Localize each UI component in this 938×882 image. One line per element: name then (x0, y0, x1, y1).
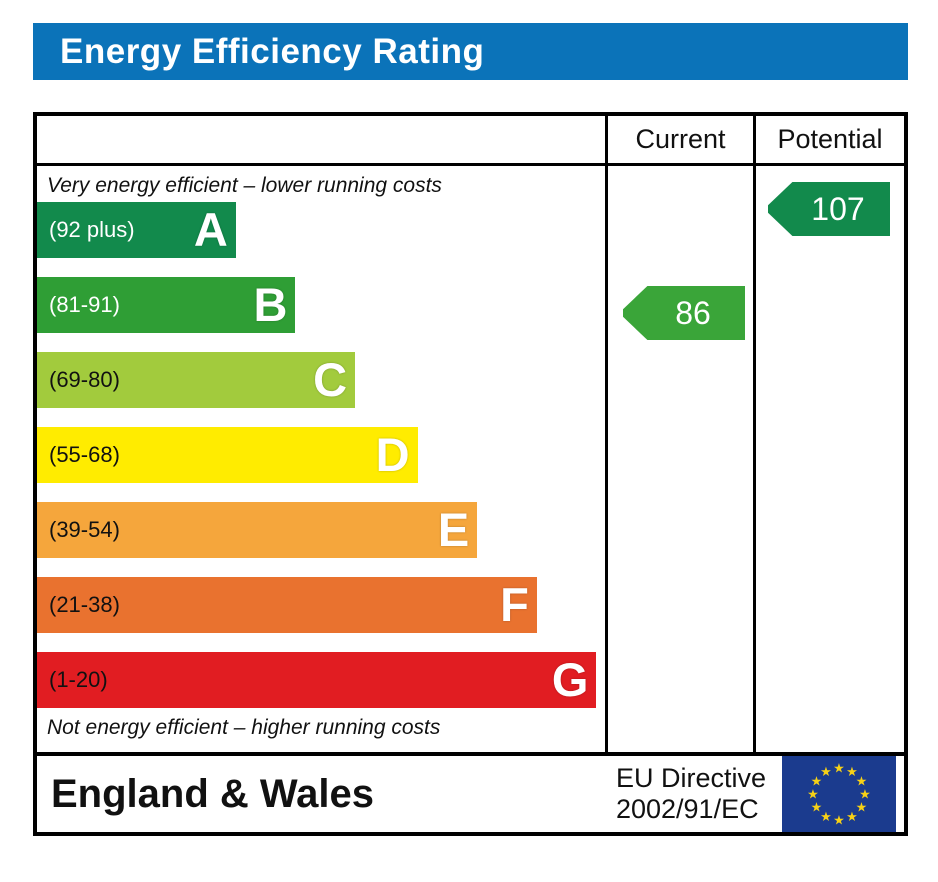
band-bar-c: (69-80) C (37, 352, 356, 408)
band-letter: F (500, 578, 529, 631)
top-note: Very energy efficient – lower running co… (47, 174, 442, 197)
rating-table: Current Potential Very energy efficient … (33, 112, 908, 756)
svg-text:★: ★ (856, 774, 868, 789)
band-letter: A (193, 203, 228, 256)
current-rating-arrow: 86 (623, 286, 745, 340)
band-letter: C (313, 353, 348, 406)
band-row-d: (55-68) D (37, 427, 605, 483)
band-range-label: (55-68) (49, 442, 120, 467)
bottom-note: Not energy efficient – higher running co… (47, 716, 441, 739)
band-bar-b: (81-91) B (37, 277, 296, 333)
band-row-b: (81-91) B (37, 277, 605, 333)
svg-text:★: ★ (846, 809, 858, 824)
header-spacer (37, 116, 605, 163)
svg-text:★: ★ (820, 809, 832, 824)
band-bar-d: (55-68) D (37, 427, 418, 483)
current-rating-value: 86 (675, 294, 711, 331)
potential-column: 107 (753, 166, 904, 752)
table-header-row: Current Potential (37, 116, 904, 166)
region-label: England & Wales (51, 771, 375, 816)
potential-column-header: Potential (753, 116, 904, 163)
band-range-label: (92 plus) (49, 217, 135, 242)
table-body: Very energy efficient – lower running co… (37, 166, 904, 752)
band-bar-a: (92 plus) A (37, 202, 236, 258)
band-range-label: (39-54) (49, 517, 120, 542)
potential-rating-value: 107 (811, 190, 865, 227)
current-column: 86 (605, 166, 753, 752)
band-row-e: (39-54) E (37, 502, 605, 558)
title-bar: Energy Efficiency Rating (33, 23, 908, 80)
page-title: Energy Efficiency Rating (60, 31, 485, 71)
band-range-label: (1-20) (49, 667, 108, 692)
eu-flag-icon: ★ ★★★★★★★★★★★ (782, 756, 896, 832)
band-bar-f: (21-38) F (37, 577, 537, 633)
band-range-label: (21-38) (49, 592, 120, 617)
eu-directive-line2: 2002/91/EC (615, 794, 759, 824)
band-row-a: (92 plus) A (37, 202, 605, 258)
bands-column: Very energy efficient – lower running co… (37, 166, 605, 752)
footer: England & Wales EU Directive 2002/91/EC … (33, 752, 908, 836)
band-row-c: (69-80) C (37, 352, 605, 408)
svg-text:★: ★ (856, 800, 868, 815)
band-range-label: (69-80) (49, 367, 120, 392)
svg-text:★: ★ (859, 787, 871, 802)
svg-text:★: ★ (811, 800, 823, 815)
svg-text:★: ★ (833, 761, 845, 776)
svg-text:★: ★ (846, 764, 858, 779)
eu-directive-line1: EU Directive (615, 762, 766, 793)
band-row-g: (1-20) G (37, 652, 605, 708)
svg-text:★: ★ (807, 787, 819, 802)
band-letter: D (375, 428, 410, 481)
eu-directive-label: EU Directive 2002/91/EC (616, 763, 766, 825)
current-column-header: Current (605, 116, 753, 163)
potential-rating-arrow: 107 (768, 182, 890, 236)
svg-text:★: ★ (811, 774, 823, 789)
band-bar-e: (39-54) E (37, 502, 478, 558)
band-range-label: (81-91) (49, 292, 120, 317)
svg-text:★: ★ (820, 764, 832, 779)
band-bar-g: (1-20) G (37, 652, 597, 708)
svg-text:★: ★ (833, 813, 845, 828)
band-list: (92 plus) A (81-91) B (69-80) C (55-68) D (39-54… (37, 202, 605, 727)
epc-rating-chart: Energy Efficiency Rating Current Potenti… (33, 23, 908, 836)
band-row-f: (21-38) F (37, 577, 605, 633)
band-letter: E (437, 503, 470, 556)
band-letter: B (253, 278, 288, 331)
band-letter: G (551, 653, 589, 706)
